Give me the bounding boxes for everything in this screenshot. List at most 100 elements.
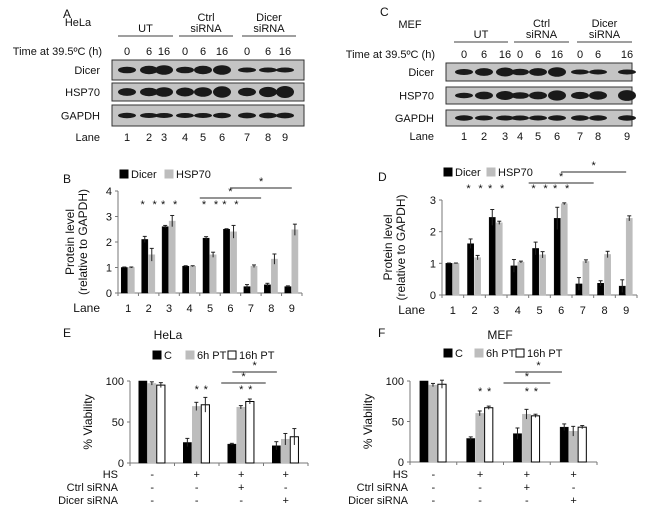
legend-label: Dicer — [131, 169, 157, 181]
blot-strip-gapdh — [445, 109, 636, 127]
bracket-star: * — [559, 171, 564, 183]
bar-6h-pt — [475, 413, 485, 463]
lane-row-label: Lane — [410, 131, 434, 143]
y-axis-label-line: % Viability — [361, 394, 375, 449]
timepoint-label: 6 — [200, 46, 206, 58]
significance-star: * — [153, 199, 158, 211]
blot-row-label: HSP70 — [65, 87, 100, 99]
significance-star: * — [500, 183, 505, 195]
panel-label-C: C — [380, 5, 389, 19]
protein-band — [155, 87, 173, 97]
lane-number: 4 — [517, 131, 523, 143]
lane-number: 5 — [200, 132, 206, 144]
bar-dicer — [467, 243, 474, 296]
y-axis-label: % Viability — [361, 394, 375, 449]
time-row-label: Time at 39.5ºC (h) — [346, 49, 435, 61]
bar-16h-pt — [245, 401, 255, 464]
significance-star: * — [466, 183, 471, 195]
blot-strip-dicer — [111, 59, 305, 81]
timepoint-label: 16 — [621, 49, 633, 61]
bar-hsp70 — [625, 218, 633, 296]
timepoint-label: 16 — [499, 49, 511, 61]
x-tick-label: 2 — [471, 305, 477, 317]
protein-band — [496, 67, 514, 77]
bar-hsp70 — [539, 254, 546, 296]
treatment-group-label-line: UT — [474, 29, 489, 41]
legend-swatch — [443, 348, 453, 358]
legend-swatch — [164, 169, 174, 179]
legend-label: 16h PT — [527, 348, 563, 360]
protein-band — [155, 112, 173, 119]
protein-band — [548, 67, 566, 77]
lane-number: 9 — [624, 131, 630, 143]
bracket-star: * — [536, 360, 541, 372]
protein-band — [213, 65, 231, 75]
bar-dicer — [141, 239, 149, 294]
protein-band — [529, 68, 547, 76]
condition-symbol: - — [195, 482, 199, 494]
significance-star: * — [248, 384, 253, 396]
protein-band — [118, 88, 136, 96]
legend-swatch — [443, 167, 453, 177]
lane-number: 2 — [146, 132, 152, 144]
legend-swatch — [185, 350, 195, 360]
timepoint-label: 6 — [265, 46, 271, 58]
protein-band — [140, 65, 158, 75]
lane-number: 5 — [535, 131, 541, 143]
legend-label: HSP70 — [498, 167, 533, 179]
bracket-star: * — [241, 371, 246, 383]
chart-title: HeLa — [154, 328, 183, 342]
panel-label-E: E — [63, 326, 71, 340]
lane-number: 6 — [554, 131, 560, 143]
bar-dicer — [182, 265, 190, 294]
treatment-group-label-line: siRNA — [253, 23, 285, 35]
x-tick-label: 6 — [227, 303, 233, 315]
legend-label: 16h PT — [239, 350, 275, 362]
x-tick-label: 1 — [125, 303, 131, 315]
timepoint-label: 16 — [216, 46, 228, 58]
chart-title: MEF — [487, 328, 512, 342]
bar-hsp70 — [230, 231, 237, 294]
blot-strip-dicer — [445, 62, 636, 82]
protein-band — [589, 91, 607, 100]
protein-band — [618, 115, 636, 121]
significance-star: * — [173, 199, 178, 211]
y-axis-label-line: Protein level — [63, 209, 77, 275]
significance-star: * — [478, 183, 483, 195]
bar-dicer — [223, 229, 230, 294]
condition-symbol: - — [572, 482, 576, 494]
treatment-group-label-line: Dicer — [256, 12, 282, 24]
protein-band — [194, 112, 212, 119]
treatment-group-label: UT — [138, 23, 153, 35]
y-tick-label: 0 — [398, 457, 404, 469]
condition-symbol: + — [238, 482, 244, 494]
treatment-group-label: Ctrl siRNA — [190, 12, 222, 35]
y-axis-label-line: % Viability — [81, 394, 95, 449]
bar-6h-pt — [236, 406, 246, 464]
condition-symbol: + — [238, 469, 244, 481]
blot-strip-gapdh — [111, 104, 305, 127]
x-tick-label: 1 — [450, 305, 456, 317]
x-tick-label: 7 — [248, 303, 254, 315]
condition-symbol: + — [524, 469, 530, 481]
x-axis-label: Lane — [398, 303, 425, 317]
protein-band — [496, 115, 514, 121]
x-tick-label: 9 — [623, 305, 629, 317]
condition-symbol: - — [478, 482, 482, 494]
legend-label: C — [164, 350, 172, 362]
condition-symbol: - — [150, 482, 154, 494]
y-axis-label: Protein level(relative to GAPDH) — [381, 194, 408, 300]
protein-band — [238, 87, 256, 97]
timepoint-label: 6 — [481, 49, 487, 61]
timepoint-label: 16 — [279, 46, 291, 58]
bar-6h-pt — [522, 413, 531, 463]
legend-swatch — [474, 348, 484, 358]
protein-band — [118, 112, 136, 119]
significance-star: * — [195, 384, 200, 396]
protein-band — [511, 92, 529, 99]
legend-label: Dicer — [455, 167, 481, 179]
y-tick-label: 3 — [430, 195, 436, 207]
cell-line-label: MEF — [398, 19, 422, 31]
lane-number: 1 — [124, 132, 130, 144]
